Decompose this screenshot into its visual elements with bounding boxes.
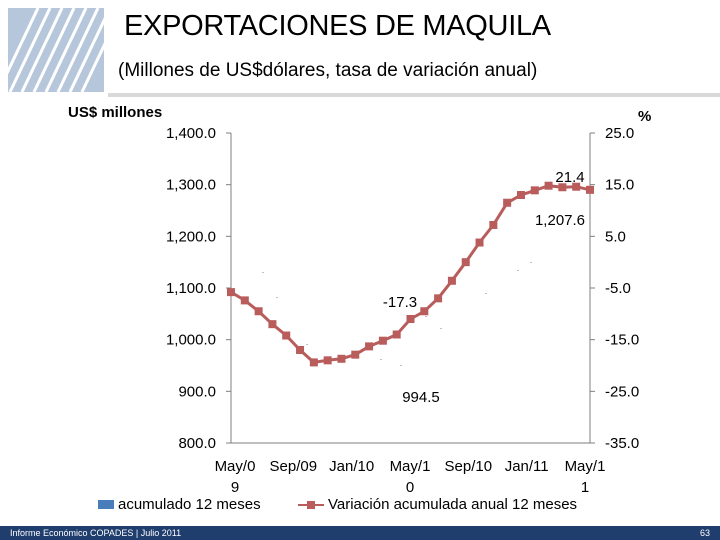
grid-artifact xyxy=(262,272,264,273)
x-tick-label: Sep/09 xyxy=(270,458,318,475)
series-point xyxy=(323,356,332,365)
y-left-tick-label: 1,400.0 xyxy=(166,125,216,142)
y-left-tick-label: 1,200.0 xyxy=(166,228,216,245)
y-right-tick-label: 5.0 xyxy=(605,228,626,245)
series-point xyxy=(516,191,525,199)
data-label: -17.3 xyxy=(383,294,417,311)
series-point xyxy=(309,358,318,367)
series-point xyxy=(378,336,387,345)
series-point xyxy=(461,258,470,267)
legend-line-swatch xyxy=(298,500,324,510)
series-point xyxy=(420,307,429,316)
legend-item-line: Variación acumulada anual 12 meses xyxy=(298,496,577,513)
copades-logo xyxy=(8,8,104,92)
x-tick-label: Jan/10 xyxy=(329,458,374,475)
series-point xyxy=(586,185,594,194)
y-axis-left-label: US$ millones xyxy=(68,104,163,121)
series-point xyxy=(365,342,374,351)
series-point xyxy=(406,315,415,323)
page-title: EXPORTACIONES DE MAQUILA xyxy=(124,10,551,42)
grid-artifact xyxy=(306,344,308,345)
y-right-tick-label: -5.0 xyxy=(605,280,631,297)
y-axis-right-label: % xyxy=(638,108,652,125)
y-right-tick-label: -25.0 xyxy=(605,383,639,400)
grid-artifact xyxy=(276,297,278,298)
y-left-tick-label: 1,000.0 xyxy=(166,332,216,349)
series-point xyxy=(296,346,305,354)
series-point xyxy=(392,330,401,339)
page-subtitle: (Millones de US$dólares, tasa de variaci… xyxy=(118,60,538,81)
grid-artifact xyxy=(485,293,487,294)
grid-artifact xyxy=(530,262,532,263)
y-right-tick-label: 15.0 xyxy=(605,177,634,194)
legend-item-bar: acumulado 12 meses xyxy=(98,496,261,513)
y-left-tick-label: 900.0 xyxy=(178,383,216,400)
series-point xyxy=(572,182,581,191)
series-point xyxy=(475,238,484,247)
y-right-tick-label: 25.0 xyxy=(605,125,634,142)
footer-source: Informe Económico COPADES | Julio 2011 xyxy=(10,528,182,538)
x-tick-label: May/1 xyxy=(565,458,606,475)
series-point xyxy=(337,354,346,363)
y-left-tick-label: 1,100.0 xyxy=(166,280,216,297)
series-point xyxy=(227,288,235,297)
data-label: 994.5 xyxy=(402,389,440,406)
series-point xyxy=(503,198,512,207)
data-label: 1,207.6 xyxy=(535,212,585,229)
footer-bar xyxy=(0,526,720,540)
series-point xyxy=(240,296,249,305)
series-point xyxy=(434,294,443,303)
data-label: 21.4 xyxy=(555,169,584,186)
grid-artifact xyxy=(440,328,442,329)
series-point xyxy=(282,331,291,340)
grid-artifact xyxy=(425,316,427,317)
y-left-tick-label: 1,300.0 xyxy=(166,177,216,194)
series-point xyxy=(558,183,567,192)
series-point xyxy=(268,320,277,329)
series-point xyxy=(489,220,498,229)
legend-bar-swatch xyxy=(98,500,114,509)
series-point xyxy=(530,186,539,195)
page-number: 63 xyxy=(699,528,710,538)
header-divider xyxy=(108,93,720,97)
x-tick-label: Jan/11 xyxy=(505,458,549,475)
x-tick-label-wrap: 1 xyxy=(581,479,589,496)
grid-artifact xyxy=(380,359,382,360)
series-point xyxy=(544,181,553,190)
grid-artifact xyxy=(517,270,519,271)
series-point xyxy=(447,276,456,285)
grid-artifact xyxy=(400,365,402,366)
series-point xyxy=(351,350,360,359)
legend-line-label: Variación acumulada anual 12 meses xyxy=(328,496,578,513)
y-right-tick-label: -15.0 xyxy=(605,332,639,349)
x-tick-label: Sep/10 xyxy=(445,458,493,475)
y-right-tick-label: -35.0 xyxy=(605,435,639,452)
x-tick-label: May/1 xyxy=(390,458,431,475)
x-tick-label-wrap: 0 xyxy=(406,479,414,496)
x-tick-label: May/0 xyxy=(215,458,256,475)
x-tick-label-wrap: 9 xyxy=(231,479,239,496)
series-point xyxy=(254,307,263,316)
legend-bar-label: acumulado 12 meses xyxy=(118,496,261,513)
y-left-tick-label: 800.0 xyxy=(178,435,216,452)
